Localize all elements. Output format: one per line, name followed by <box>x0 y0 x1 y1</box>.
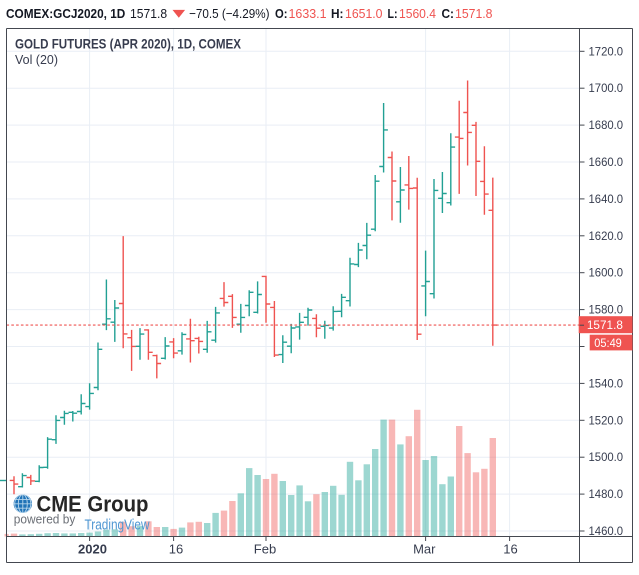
svg-text:1580.0: 1580.0 <box>589 305 624 317</box>
svg-text:1620.0: 1620.0 <box>589 231 624 243</box>
svg-text:1720.0: 1720.0 <box>589 46 624 58</box>
svg-text:1633.1: 1633.1 <box>289 6 327 21</box>
svg-text:Feb: Feb <box>254 541 276 556</box>
svg-text:1660.0: 1660.0 <box>589 157 624 169</box>
svg-text:2020: 2020 <box>78 541 107 556</box>
svg-text:1560.4: 1560.4 <box>399 6 436 21</box>
svg-text:1571.8: 1571.8 <box>455 6 493 21</box>
svg-text:1460.0: 1460.0 <box>589 526 624 538</box>
svg-text:1480.0: 1480.0 <box>589 489 624 501</box>
svg-text:C:: C: <box>442 6 455 21</box>
svg-text:H:: H: <box>331 6 344 21</box>
svg-text:powered by: powered by <box>14 513 76 527</box>
svg-text:Vol (20): Vol (20) <box>15 52 58 67</box>
svg-text:O:: O: <box>275 6 288 21</box>
svg-text:GOLD FUTURES (APR 2020), 1D, C: GOLD FUTURES (APR 2020), 1D, COMEX <box>15 36 242 52</box>
svg-text:L:: L: <box>388 6 398 21</box>
svg-text:TradingView: TradingView <box>85 518 150 534</box>
svg-text:05:49: 05:49 <box>594 338 622 350</box>
svg-text:1540.0: 1540.0 <box>589 378 624 390</box>
svg-text:1651.0: 1651.0 <box>345 6 383 21</box>
svg-text:1520.0: 1520.0 <box>589 415 624 427</box>
svg-text:1700.0: 1700.0 <box>589 83 624 95</box>
svg-text:CME Group: CME Group <box>37 492 149 517</box>
svg-text:1600.0: 1600.0 <box>589 268 624 280</box>
svg-text:1571.8: 1571.8 <box>130 6 167 21</box>
svg-text:−70.5 (−4.29%): −70.5 (−4.29%) <box>189 6 269 21</box>
svg-text:16: 16 <box>169 541 183 556</box>
svg-text:1640.0: 1640.0 <box>589 194 624 206</box>
svg-text:16: 16 <box>503 541 517 556</box>
svg-text:COMEX:GCJ2020, 1D: COMEX:GCJ2020, 1D <box>6 6 125 21</box>
svg-text:1680.0: 1680.0 <box>589 120 624 132</box>
svg-text:1500.0: 1500.0 <box>589 452 624 464</box>
svg-text:Mar: Mar <box>413 541 436 556</box>
svg-text:1571.8: 1571.8 <box>587 320 623 332</box>
